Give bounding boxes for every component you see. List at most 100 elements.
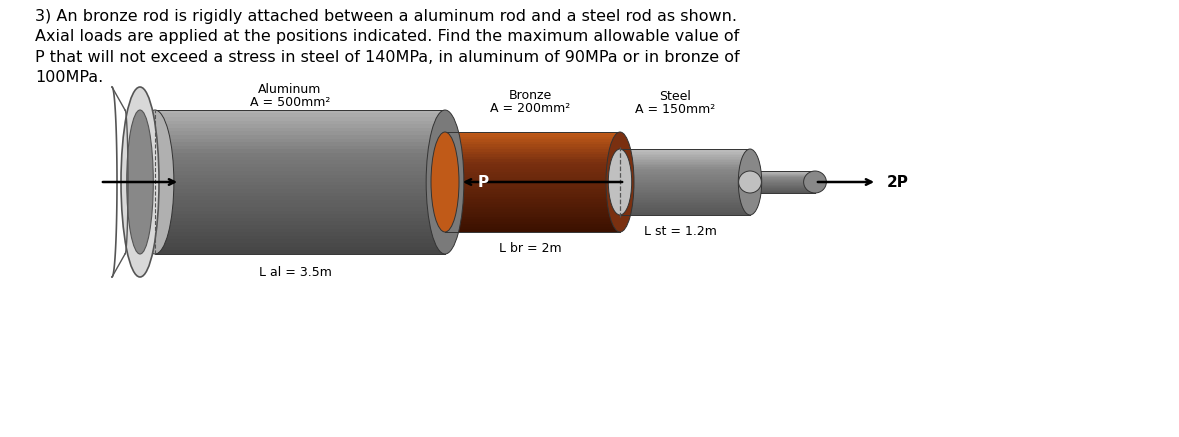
Bar bbox=[750, 185, 815, 186]
Bar bbox=[620, 178, 750, 180]
Bar bbox=[444, 179, 620, 182]
Bar bbox=[154, 117, 444, 121]
Bar bbox=[620, 195, 750, 197]
Text: Aluminum: Aluminum bbox=[258, 83, 322, 96]
Bar bbox=[620, 188, 750, 190]
Bar bbox=[620, 198, 750, 200]
Bar bbox=[154, 175, 444, 178]
Bar bbox=[154, 250, 444, 254]
Bar bbox=[444, 207, 620, 209]
Bar bbox=[154, 149, 444, 153]
Bar bbox=[154, 207, 444, 211]
Bar bbox=[620, 193, 750, 195]
Bar bbox=[444, 144, 620, 147]
Bar bbox=[750, 188, 815, 189]
Bar bbox=[620, 184, 750, 185]
Bar bbox=[154, 246, 444, 250]
Bar bbox=[620, 187, 750, 189]
Text: A = 200mm²: A = 200mm² bbox=[490, 102, 571, 115]
Bar bbox=[444, 177, 620, 180]
Bar bbox=[620, 208, 750, 210]
Bar bbox=[750, 178, 815, 179]
Text: Bronze: Bronze bbox=[508, 89, 552, 102]
Bar bbox=[444, 205, 620, 207]
Bar bbox=[750, 176, 815, 177]
Bar bbox=[750, 171, 815, 172]
Bar bbox=[750, 183, 815, 184]
Bar bbox=[154, 132, 444, 135]
Bar bbox=[154, 229, 444, 232]
Bar bbox=[154, 232, 444, 236]
Bar bbox=[444, 229, 620, 232]
Bar bbox=[444, 162, 620, 164]
Bar bbox=[444, 139, 620, 142]
Bar bbox=[620, 170, 750, 172]
Bar bbox=[444, 157, 620, 160]
Bar bbox=[620, 175, 750, 177]
Bar bbox=[154, 225, 444, 229]
Bar bbox=[444, 169, 620, 172]
Bar bbox=[750, 189, 815, 190]
Bar bbox=[444, 202, 620, 205]
Bar bbox=[154, 135, 444, 139]
Bar bbox=[620, 162, 750, 164]
Bar bbox=[750, 171, 815, 172]
Ellipse shape bbox=[136, 110, 173, 254]
Bar bbox=[154, 142, 444, 146]
Bar bbox=[444, 214, 620, 217]
Bar bbox=[154, 239, 444, 243]
Bar bbox=[154, 218, 444, 222]
Bar bbox=[444, 224, 620, 227]
Bar bbox=[444, 217, 620, 219]
Bar bbox=[154, 193, 444, 196]
Bar bbox=[444, 219, 620, 222]
Bar bbox=[750, 172, 815, 173]
Bar bbox=[444, 209, 620, 212]
Bar bbox=[154, 164, 444, 168]
Text: L br = 2m: L br = 2m bbox=[499, 242, 561, 255]
Bar bbox=[154, 160, 444, 164]
Bar bbox=[750, 173, 815, 174]
Bar bbox=[620, 185, 750, 187]
Bar bbox=[154, 121, 444, 125]
Text: A = 150mm²: A = 150mm² bbox=[634, 103, 716, 116]
Bar bbox=[620, 152, 750, 154]
Bar bbox=[154, 185, 444, 189]
Ellipse shape bbox=[738, 171, 762, 193]
Bar bbox=[620, 212, 750, 213]
Bar bbox=[620, 165, 750, 167]
Ellipse shape bbox=[432, 132, 459, 232]
Bar bbox=[444, 182, 620, 184]
Bar bbox=[444, 134, 620, 137]
Bar bbox=[620, 156, 750, 157]
Ellipse shape bbox=[426, 110, 463, 254]
Bar bbox=[444, 167, 620, 170]
Bar bbox=[750, 177, 815, 178]
Bar bbox=[750, 186, 815, 187]
Bar bbox=[444, 189, 620, 192]
Ellipse shape bbox=[126, 110, 153, 254]
Bar bbox=[620, 149, 750, 151]
Ellipse shape bbox=[608, 149, 632, 215]
Ellipse shape bbox=[606, 132, 634, 232]
Bar bbox=[620, 192, 750, 194]
Bar bbox=[750, 182, 815, 183]
Bar bbox=[620, 207, 750, 208]
Bar bbox=[444, 154, 620, 157]
Bar bbox=[444, 164, 620, 167]
Bar bbox=[750, 179, 815, 180]
Bar bbox=[620, 169, 750, 170]
Bar bbox=[620, 157, 750, 159]
Bar bbox=[620, 190, 750, 192]
Bar bbox=[444, 132, 620, 135]
Bar bbox=[620, 213, 750, 215]
Bar bbox=[620, 205, 750, 207]
Text: A = 500mm²: A = 500mm² bbox=[250, 96, 330, 109]
Bar bbox=[750, 186, 815, 187]
Bar bbox=[620, 167, 750, 169]
Bar bbox=[444, 174, 620, 177]
Bar bbox=[444, 212, 620, 215]
Bar bbox=[444, 192, 620, 194]
Bar bbox=[750, 174, 815, 175]
Bar bbox=[154, 196, 444, 200]
